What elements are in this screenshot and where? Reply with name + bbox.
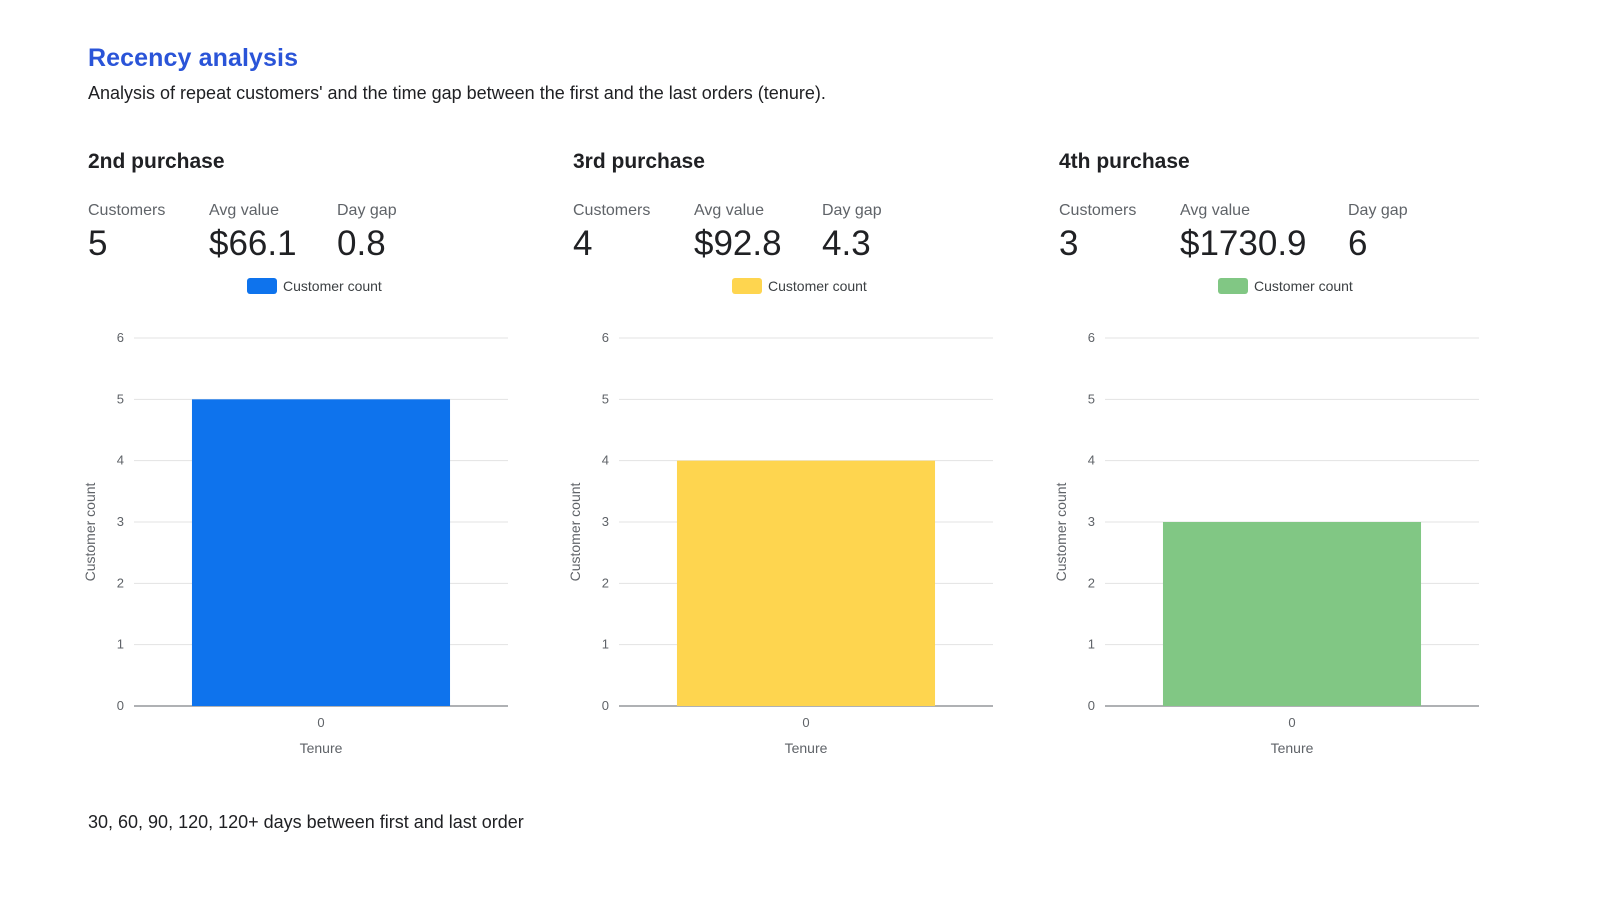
bar bbox=[676, 460, 936, 706]
y-tick-label: 3 bbox=[602, 514, 609, 529]
panel-2nd-purchase: 2nd purchase Customers 5 Avg value $66.1… bbox=[82, 148, 528, 778]
y-tick-label: 5 bbox=[1088, 391, 1095, 406]
y-tick-label: 2 bbox=[1088, 575, 1095, 590]
metric-label: Avg value bbox=[209, 202, 279, 219]
metric-label: Customers bbox=[573, 202, 651, 219]
x-tick-label: 0 bbox=[1288, 715, 1295, 730]
y-axis-title: Customer count bbox=[1053, 482, 1069, 581]
x-tick-label: 0 bbox=[317, 715, 324, 730]
metric-value: $1730.9 bbox=[1180, 224, 1307, 263]
y-tick-label: 5 bbox=[602, 391, 609, 406]
metric-value: 6 bbox=[1348, 224, 1368, 263]
y-axis-title: Customer count bbox=[82, 482, 98, 581]
metric-customers: Customers 5 bbox=[88, 202, 165, 264]
y-tick-label: 2 bbox=[117, 575, 124, 590]
bar-chart: Customer count 0 1 2 3 4 5 6 0 Tenure Customer cou… bbox=[1053, 278, 1479, 756]
y-axis-title: Customer count bbox=[567, 482, 583, 581]
y-tick-label: 4 bbox=[117, 453, 124, 468]
y-tick-label: 5 bbox=[117, 391, 124, 406]
y-tick-label: 4 bbox=[1088, 453, 1095, 468]
page-subtitle: Analysis of repeat customers' and the ti… bbox=[88, 83, 826, 103]
bar-chart: Customer count 0 1 2 3 4 5 6 0 Tenure Customer cou… bbox=[82, 278, 508, 756]
metric-customers: Customers 3 bbox=[1059, 202, 1136, 264]
legend-label: Customer count bbox=[283, 278, 382, 294]
legend-label: Customer count bbox=[1254, 278, 1353, 294]
panel-title: 4th purchase bbox=[1059, 150, 1190, 173]
panel-4th-purchase: 4th purchase Customers 3 Avg value $1730… bbox=[1053, 148, 1499, 778]
panel-title: 2nd purchase bbox=[88, 150, 225, 173]
y-tick-label: 4 bbox=[602, 453, 609, 468]
y-tick-label: 6 bbox=[117, 330, 124, 345]
y-tick-label: 0 bbox=[602, 698, 609, 713]
metric-label: Avg value bbox=[694, 202, 764, 219]
metric-day-gap: Day gap 6 bbox=[1348, 202, 1408, 264]
y-tick-label: 1 bbox=[602, 637, 609, 652]
y-tick-label: 1 bbox=[1088, 637, 1095, 652]
metric-avg-value: Avg value $92.8 bbox=[694, 202, 782, 264]
legend-swatch bbox=[732, 278, 762, 294]
x-tick-label: 0 bbox=[802, 715, 809, 730]
page-title: Recency analysis bbox=[88, 44, 299, 72]
metric-value: 4.3 bbox=[822, 224, 871, 263]
footnote: 30, 60, 90, 120, 120+ days between first… bbox=[88, 812, 524, 832]
y-tick-label: 3 bbox=[1088, 514, 1095, 529]
x-axis-title: Tenure bbox=[300, 740, 343, 756]
metric-avg-value: Avg value $66.1 bbox=[209, 202, 297, 264]
metric-avg-value: Avg value $1730.9 bbox=[1180, 202, 1307, 264]
bar bbox=[191, 399, 451, 706]
panel-title: 3rd purchase bbox=[573, 150, 705, 173]
y-tick-label: 3 bbox=[117, 514, 124, 529]
metric-value: $92.8 bbox=[694, 224, 782, 263]
metric-label: Avg value bbox=[1180, 202, 1250, 219]
metric-label: Day gap bbox=[822, 202, 882, 219]
y-tick-label: 1 bbox=[117, 637, 124, 652]
metric-value: 0.8 bbox=[337, 224, 386, 263]
x-axis-title: Tenure bbox=[785, 740, 828, 756]
y-tick-label: 6 bbox=[602, 330, 609, 345]
metric-label: Customers bbox=[88, 202, 166, 219]
y-tick-label: 0 bbox=[117, 698, 124, 713]
x-axis-title: Tenure bbox=[1271, 740, 1314, 756]
legend-swatch bbox=[247, 278, 277, 294]
y-tick-label: 2 bbox=[602, 575, 609, 590]
legend-label: Customer count bbox=[768, 278, 867, 294]
metric-value: 4 bbox=[573, 224, 593, 263]
metric-day-gap: Day gap 0.8 bbox=[337, 202, 397, 264]
metric-value: $66.1 bbox=[209, 224, 297, 263]
legend-swatch bbox=[1218, 278, 1248, 294]
metric-customers: Customers 4 bbox=[573, 202, 650, 264]
metric-label: Day gap bbox=[337, 202, 397, 219]
y-tick-label: 0 bbox=[1088, 698, 1095, 713]
bar bbox=[1162, 522, 1422, 706]
y-tick-label: 6 bbox=[1088, 330, 1095, 345]
panel-3rd-purchase: 3rd purchase Customers 4 Avg value $92.8… bbox=[567, 148, 1013, 778]
metric-label: Customers bbox=[1059, 202, 1137, 219]
metric-value: 5 bbox=[88, 224, 108, 263]
metric-day-gap: Day gap 4.3 bbox=[822, 202, 882, 264]
bar-chart: Customer count 0 1 2 3 4 5 6 0 Tenure Customer cou… bbox=[567, 278, 993, 756]
metric-label: Day gap bbox=[1348, 202, 1408, 219]
metric-value: 3 bbox=[1059, 224, 1079, 263]
